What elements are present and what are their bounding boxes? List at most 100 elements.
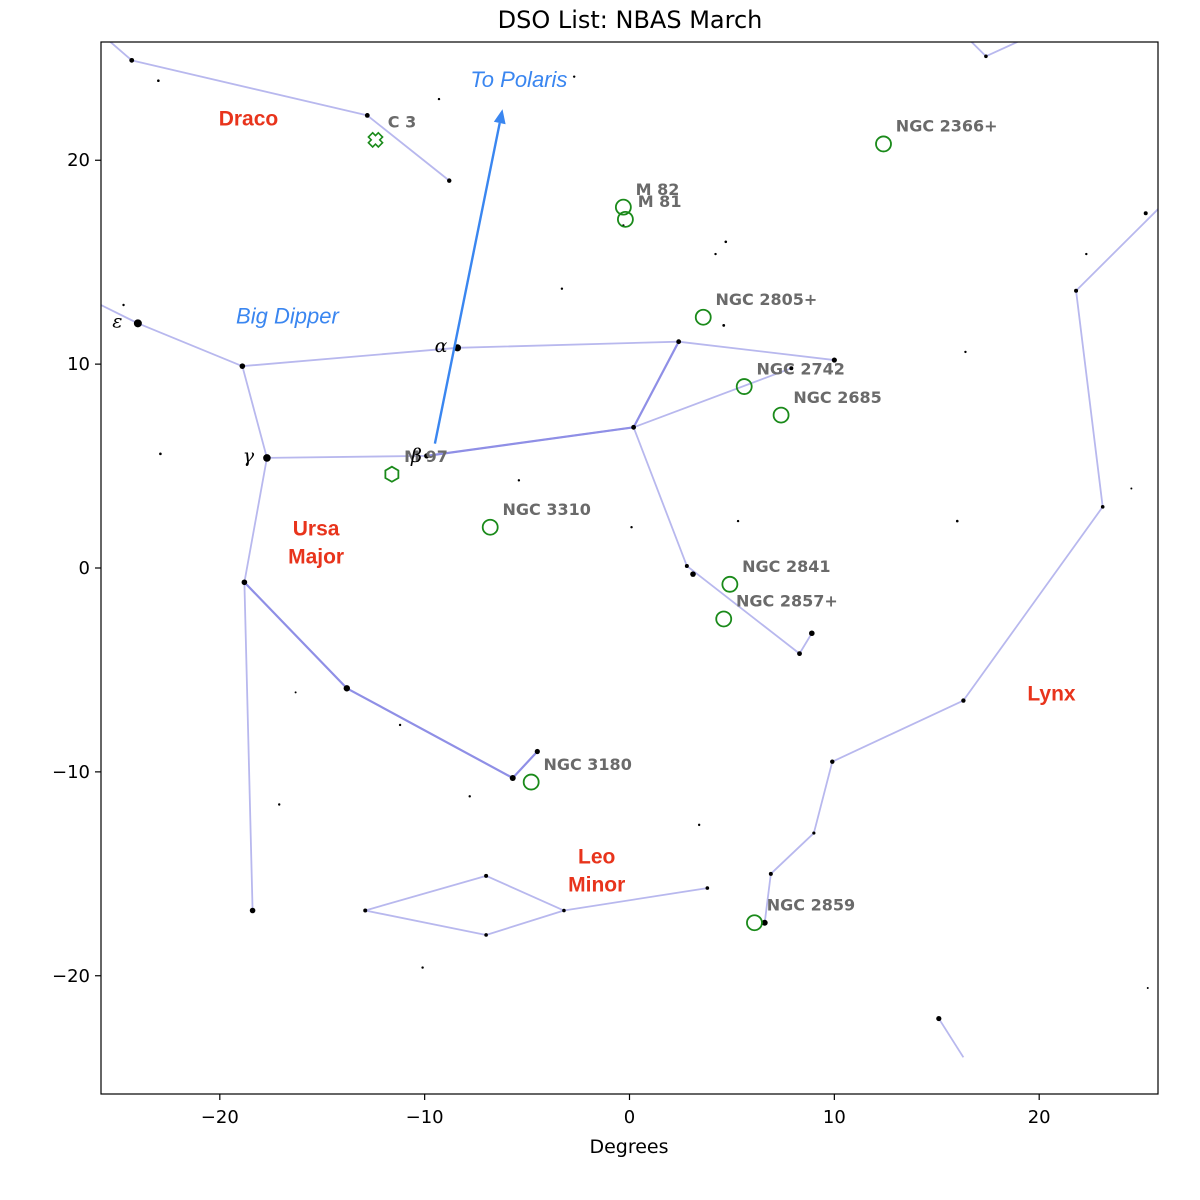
stars — [122, 54, 1149, 1022]
dso-circle-marker — [617, 210, 634, 228]
x-tick-label: 10 — [823, 1107, 846, 1128]
y-tick-label: 10 — [67, 354, 90, 375]
labels: C 3 NGC 2366+ M 82M 81 NGC 2805+ NGC 2742 NGC… — [112, 67, 1076, 915]
constellation-line — [763, 208, 1158, 923]
dso-label: NGC 2742 — [757, 359, 845, 378]
dso-markers — [367, 131, 892, 932]
star-point — [241, 579, 248, 586]
dso-hexagon-marker — [384, 465, 400, 483]
dso-label: M 82 — [636, 180, 680, 199]
star-point — [122, 303, 125, 307]
star-greek-label: α — [435, 335, 448, 357]
constellation-label-line: Minor — [568, 874, 625, 897]
star-point — [294, 691, 297, 694]
star-point — [509, 774, 516, 781]
star-point — [437, 97, 441, 101]
dso-circle-marker — [694, 308, 712, 326]
star-point — [830, 759, 835, 764]
dso-label: NGC 3310 — [502, 500, 590, 519]
dso-circle-marker — [481, 518, 499, 536]
constellation-line — [241, 365, 634, 459]
star-point — [697, 823, 701, 827]
dso-label: NGC 2841 — [742, 557, 830, 576]
dso-circle-marker — [721, 575, 739, 593]
y-tick-label: −20 — [52, 966, 90, 987]
constellation-line — [243, 457, 268, 911]
dso-label: C 3 — [388, 113, 416, 132]
star-greek-label: γ — [243, 445, 255, 467]
star-point — [560, 287, 564, 290]
arrow-shaft — [433, 122, 501, 444]
star-point — [630, 526, 633, 529]
x-tick-label: −20 — [201, 1107, 239, 1128]
star-point — [955, 519, 959, 523]
star-point — [133, 319, 142, 328]
star-point — [984, 54, 988, 59]
star-point — [278, 803, 281, 806]
constellation-line — [633, 367, 792, 429]
asterism-label: Big Dipper — [236, 303, 340, 328]
dso-circle-marker — [772, 406, 790, 424]
dso-label: NGC 2366+ — [896, 117, 998, 136]
constellation-lines — [101, 42, 1158, 1058]
star-point — [517, 479, 521, 482]
dso-label: M 97 — [404, 447, 448, 466]
arrow-head — [493, 109, 506, 125]
star-point — [159, 452, 162, 456]
y-tick-label: 20 — [67, 150, 90, 171]
x-tick-label: 0 — [624, 1107, 635, 1128]
dso-label: NGC 2859 — [767, 896, 855, 915]
plot-frame — [100, 41, 1159, 1095]
star-point — [468, 795, 471, 798]
star-point — [562, 908, 566, 913]
star-point — [797, 651, 802, 657]
star-point — [690, 571, 696, 577]
constellation-label-line: Lynx — [1027, 683, 1076, 706]
star-point — [812, 831, 816, 835]
star-point — [398, 723, 402, 727]
star-greek-label: ε — [112, 310, 122, 332]
star-point — [263, 454, 271, 462]
constellation-line — [632, 341, 680, 428]
star-point — [572, 75, 576, 78]
constellation-line — [970, 42, 1020, 58]
constellation-line — [563, 887, 708, 912]
axis-ticks: −20 −10 0 10 20 −20 −10 0 10 20 — [52, 150, 1051, 1128]
dso-circle-marker — [735, 378, 753, 395]
constellation-label: Ursa Major — [288, 517, 344, 568]
polaris-arrow — [433, 109, 506, 444]
star-point — [484, 933, 488, 937]
star-point — [961, 698, 966, 703]
x-tick-label: 20 — [1028, 1107, 1051, 1128]
star-point — [1146, 986, 1149, 989]
star-point — [631, 424, 636, 430]
star-point — [1143, 211, 1148, 216]
asterism-label: To Polaris — [470, 67, 567, 92]
constellation-line — [365, 874, 565, 936]
constellation-label-line: Major — [288, 545, 344, 568]
constellation-line — [938, 1018, 965, 1058]
star-point — [676, 339, 682, 345]
star-point — [1100, 505, 1105, 509]
star-point — [424, 453, 430, 459]
dso-label: NGC 2685 — [793, 388, 881, 407]
star-point — [705, 886, 710, 890]
star-point — [363, 908, 368, 913]
star-point — [722, 323, 726, 327]
constellation-label: Lynx — [1027, 683, 1076, 706]
constellation-line — [109, 42, 450, 182]
star-point — [724, 240, 728, 244]
star-point — [789, 366, 794, 371]
constellation-line — [243, 581, 539, 780]
star-point — [129, 57, 135, 63]
dso-circle-marker — [715, 610, 733, 628]
constellation-line — [426, 426, 634, 457]
x-axis-label: Degrees — [589, 1136, 668, 1158]
dso-circle-marker — [522, 773, 540, 791]
dso-cross-marker — [367, 131, 384, 149]
constellation-label-line: Ursa — [293, 517, 340, 540]
plot-area: C 3 NGC 2366+ M 82M 81 NGC 2805+ NGC 2742 NGC… — [101, 42, 1158, 1058]
dso-circle-marker — [614, 198, 632, 216]
star-point — [157, 79, 160, 83]
